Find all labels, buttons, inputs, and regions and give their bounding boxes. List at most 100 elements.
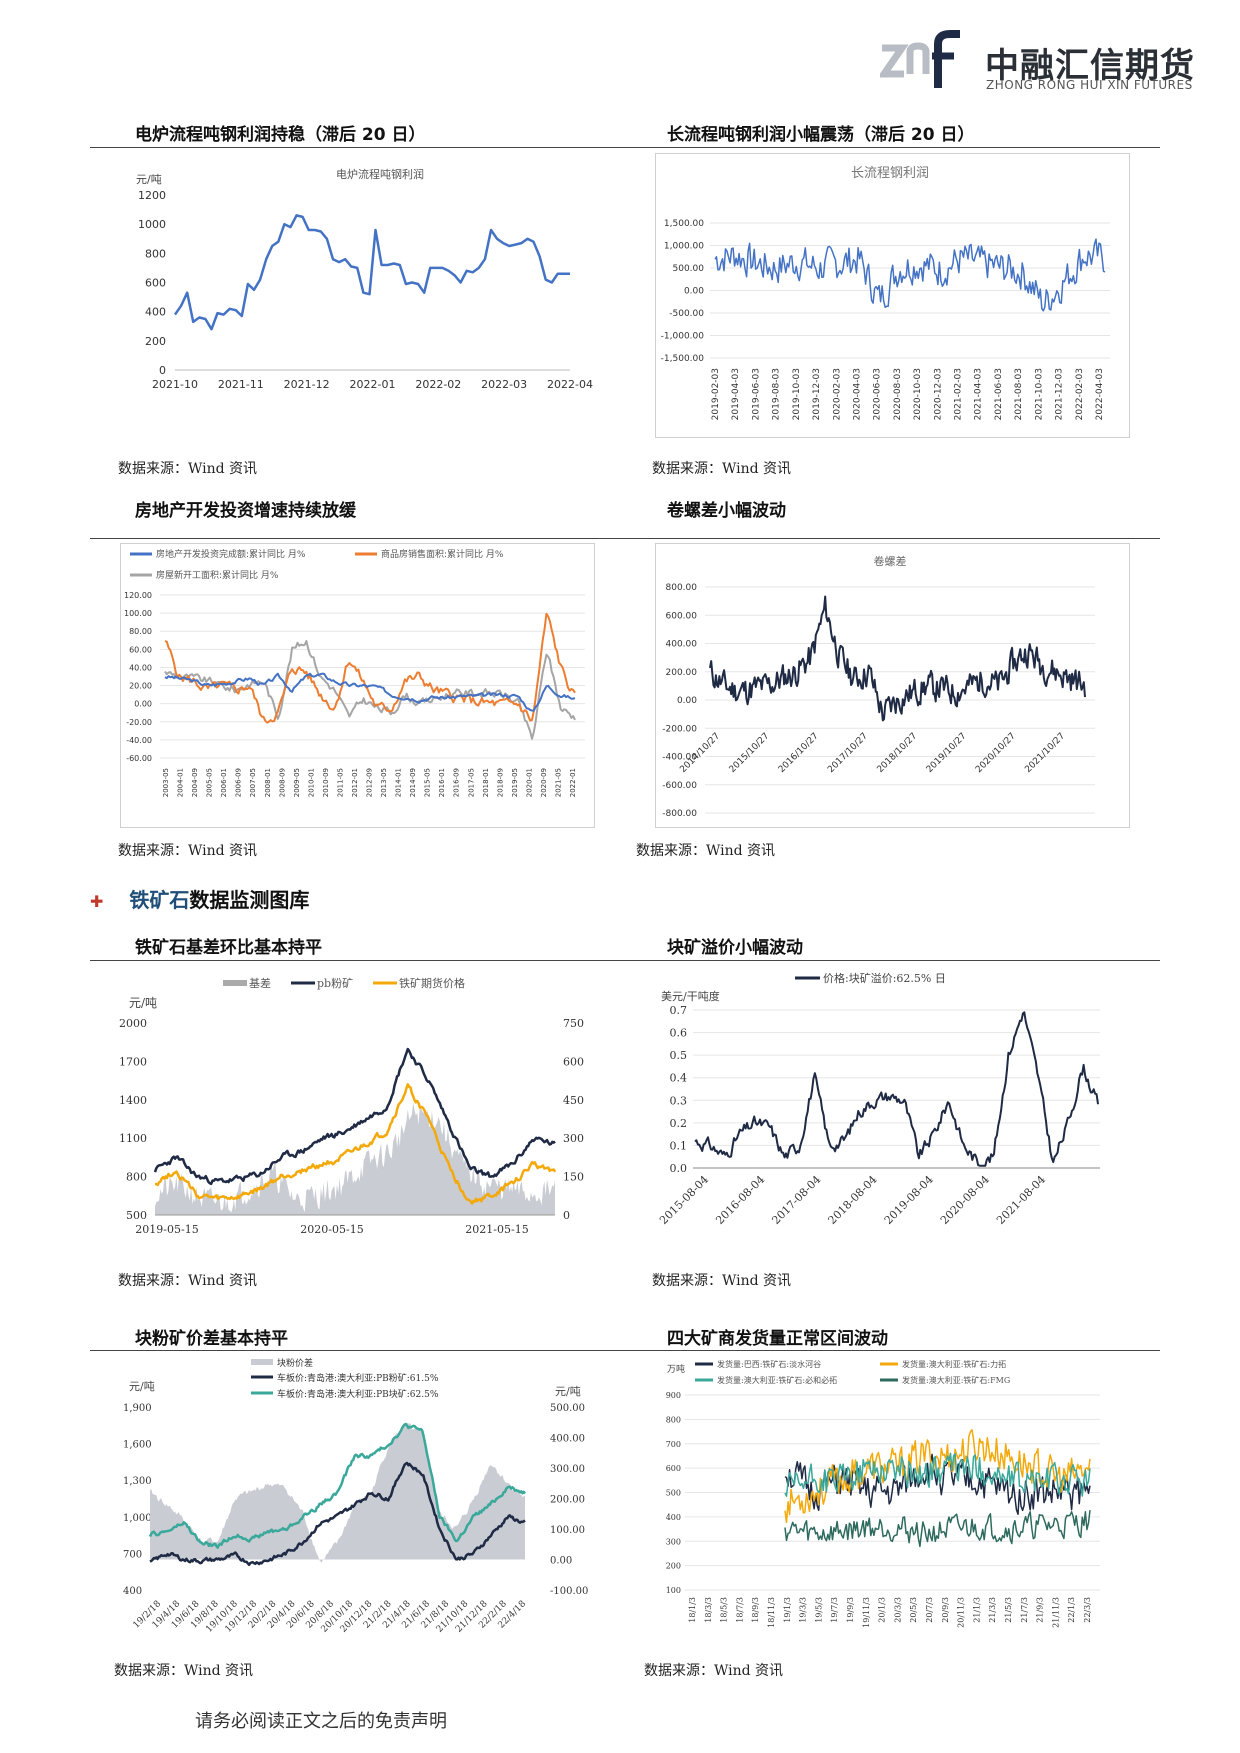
x-tick-label: 2018-09 xyxy=(496,768,504,797)
x-tick-label: 2020-12-03 xyxy=(933,368,943,420)
y-tick-label: 0.0 xyxy=(670,1162,688,1175)
y-tick-label: 600 xyxy=(666,1464,681,1473)
x-tick-label: 2022-01 xyxy=(569,768,577,797)
legend-label: 块粉价差 xyxy=(277,1357,313,1369)
y-tick-label-right: 450 xyxy=(563,1094,584,1107)
x-tick-label: 2016-08-04 xyxy=(713,1173,767,1227)
y-tick-label-right: 600 xyxy=(563,1055,584,1068)
chart-title-lump-fines-spread: 块粉矿价差基本持平 xyxy=(135,1329,288,1349)
x-tick-label: 21/7/3 xyxy=(1020,1597,1029,1623)
company-name-cn: 中融汇信期货 xyxy=(985,46,1195,86)
y-tick-label: 0.2 xyxy=(670,1117,688,1130)
y-tick-label: 0.00 xyxy=(134,700,152,709)
y-tick-label-right: 300.00 xyxy=(550,1464,585,1475)
x-tick-label: 2021-05-15 xyxy=(465,1223,528,1236)
x-tick-label: 2019-08-03 xyxy=(772,368,782,420)
x-tick-label: 2017-05 xyxy=(467,768,475,797)
y-tick-label: 0.5 xyxy=(670,1049,688,1062)
chart-title-bof-profit: 长流程吨钢利润小幅震荡（滞后 20 日） xyxy=(667,125,975,145)
x-tick-label: 2022-03 xyxy=(481,378,527,391)
y-tick-label: 40.00 xyxy=(129,663,152,672)
y-tick-label: 800 xyxy=(666,1415,681,1424)
y-tick-label: 0.7 xyxy=(670,1004,688,1017)
series-pb-fines xyxy=(153,1047,556,1186)
x-tick-label: 21/1/3 xyxy=(972,1597,981,1623)
legend-label: 基差 xyxy=(249,976,271,990)
x-tick-label: 2011-05 xyxy=(336,768,344,797)
y-tick-label: 1,000 xyxy=(123,1513,152,1524)
x-tick-label: 19/7/3 xyxy=(830,1597,839,1623)
series-eaf-profit xyxy=(173,214,570,331)
y-tick-label: 1400 xyxy=(119,1094,147,1107)
x-tick-label: 2012-01 xyxy=(351,768,359,797)
x-tick-label: 19/3/3 xyxy=(799,1597,808,1623)
x-tick-label: 19/9/3 xyxy=(846,1597,855,1623)
y-tick-label: 400 xyxy=(123,1586,142,1597)
x-tick-label: 19/11/3 xyxy=(862,1597,871,1628)
y-tick-label: 60.00 xyxy=(129,645,152,654)
x-tick-label: 22/3/3 xyxy=(1083,1597,1092,1623)
data-source: 数据来源：Wind 资讯 xyxy=(636,843,776,859)
legend-label: 发货量:澳大利亚:铁矿石:FMG xyxy=(902,1375,1010,1385)
x-tick-label: 2016-01 xyxy=(438,768,446,797)
x-tick-label: 2003-05 xyxy=(162,768,170,797)
x-tick-label: 18/7/3 xyxy=(735,1597,744,1623)
data-source: 数据来源：Wind 资讯 xyxy=(118,843,258,859)
x-tick-label: 2005-05 xyxy=(206,768,214,797)
y-tick-label: 700 xyxy=(123,1549,142,1560)
y-tick-label: -500.00 xyxy=(669,309,704,319)
y-tick-label: 0.00 xyxy=(684,287,704,297)
y-tick-label: 200 xyxy=(145,335,166,348)
series-investment xyxy=(164,672,576,712)
y-tick-label: 400 xyxy=(145,306,166,319)
chart-miner-shipments: 发货量:巴西:铁矿石:淡水河谷 发货量:澳大利亚:铁矿石:力拓发货量:澳大利亚:铁… xyxy=(666,1359,1100,1628)
y-tick-label: -400.00 xyxy=(662,753,697,763)
legend-label: 铁矿期货价格 xyxy=(399,976,465,990)
legend-label: 价格:块矿溢价:62.5% 日 xyxy=(823,971,946,985)
y-tick-label: 800 xyxy=(126,1171,147,1184)
data-source: 数据来源：Wind 资讯 xyxy=(114,1663,254,1679)
chart-title: 卷螺差 xyxy=(874,554,907,568)
chart-title-real-estate: 房地产开发投资增速持续放缓 xyxy=(135,501,356,521)
series-sales-area xyxy=(164,612,576,724)
x-tick-label: 2012-09 xyxy=(366,768,374,797)
y-tick-label: 1,900 xyxy=(123,1403,152,1414)
y-tick-label: 500 xyxy=(126,1209,147,1222)
x-tick-label: 2019-10-03 xyxy=(792,368,802,420)
x-tick-label: 2006-09 xyxy=(235,768,243,797)
x-tick-label: 2021-06-03 xyxy=(994,368,1004,420)
legend-label: pb粉矿 xyxy=(317,977,353,990)
x-tick-label: 2020-06-03 xyxy=(873,368,883,420)
x-tick-label: 21/5/3 xyxy=(1004,1597,1013,1623)
x-tick-label: 2022-01 xyxy=(350,378,396,391)
y-tick-label-right: -100.00 xyxy=(550,1586,588,1597)
y-tick-label: -800.00 xyxy=(662,809,697,819)
y-tick-label: -40.00 xyxy=(126,736,152,745)
x-tick-label: 2020-09 xyxy=(540,768,548,797)
legend-label: 发货量:巴西:铁矿石:淡水河谷 xyxy=(717,1359,821,1369)
chart-hrc-rebar-spread: 卷螺差 800.00 600.00 400.00 200.00 0.00 -200.00 -4… xyxy=(655,543,1130,828)
y-tick-label: 2000 xyxy=(119,1017,147,1030)
x-tick-label: 2008-09 xyxy=(278,768,286,797)
x-tick-label: 18/9/3 xyxy=(751,1597,760,1623)
y-tick-label: 0.00 xyxy=(677,696,697,706)
x-tick-label: 2019-12-03 xyxy=(812,368,822,420)
y-tick-label: 20.00 xyxy=(129,682,152,691)
y-tick-label: 400 xyxy=(666,1513,681,1522)
chart-title-lump-premium: 块矿溢价小幅波动 xyxy=(667,938,803,958)
divider xyxy=(90,1350,1160,1351)
y-tick-label-right: 200.00 xyxy=(550,1495,585,1506)
company-logo-mark xyxy=(880,30,960,88)
x-tick-label: 2022-04 xyxy=(547,378,593,391)
x-tick-label: 2014-01 xyxy=(395,768,403,797)
y-tick-label: 120.00 xyxy=(124,591,152,600)
series-pb-fines xyxy=(149,1461,526,1567)
y-tick-label: -1,500.00 xyxy=(661,354,705,364)
x-tick-label: 2020-04-03 xyxy=(852,368,862,420)
series-fmg xyxy=(784,1510,1091,1548)
x-tick-label: 2015-08-04 xyxy=(657,1173,711,1227)
legend-label: 发货量:澳大利亚:铁矿石:力拓 xyxy=(902,1359,1006,1369)
data-source: 数据来源：Wind 资讯 xyxy=(118,461,258,477)
x-tick-label: 21/9/3 xyxy=(1036,1597,1045,1623)
